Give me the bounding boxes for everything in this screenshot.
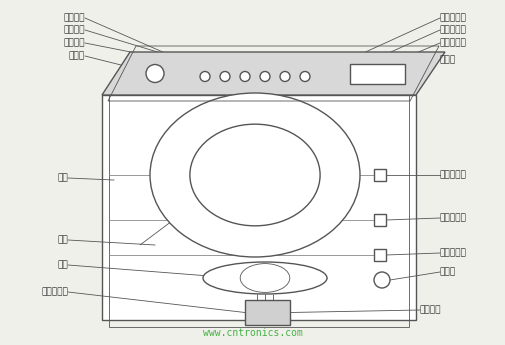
Text: www.cntronics.com: www.cntronics.com xyxy=(203,328,302,338)
Text: 中水位开关: 中水位开关 xyxy=(439,214,466,223)
Text: 排水按钮: 排水按钮 xyxy=(63,26,85,34)
Bar xyxy=(244,300,289,325)
Ellipse shape xyxy=(240,264,289,293)
Bar xyxy=(373,169,385,181)
Circle shape xyxy=(220,71,230,81)
Text: 中水位按钮: 中水位按钮 xyxy=(439,26,466,34)
Text: 洗涤电机: 洗涤电机 xyxy=(419,306,441,315)
Ellipse shape xyxy=(149,93,359,257)
Polygon shape xyxy=(102,95,415,320)
Text: 低水位按钮: 低水位按钮 xyxy=(439,39,466,48)
Polygon shape xyxy=(102,52,444,95)
Text: 排水口: 排水口 xyxy=(439,267,455,276)
Circle shape xyxy=(299,71,310,81)
Bar xyxy=(349,63,404,83)
Text: 外桶: 外桶 xyxy=(57,236,68,245)
Ellipse shape xyxy=(203,262,326,294)
Text: 进水口: 进水口 xyxy=(69,51,85,60)
Text: 电磁离合器: 电磁离合器 xyxy=(41,287,68,296)
Text: 停止按钮: 停止按钮 xyxy=(63,13,85,22)
Circle shape xyxy=(239,71,249,81)
Bar xyxy=(373,249,385,261)
Circle shape xyxy=(373,272,389,288)
Circle shape xyxy=(146,65,164,82)
Circle shape xyxy=(199,71,210,81)
Text: 高水位开关: 高水位开关 xyxy=(439,170,466,179)
Text: 启动按钮: 启动按钮 xyxy=(63,39,85,48)
Text: 高水位按钮: 高水位按钮 xyxy=(439,13,466,22)
Circle shape xyxy=(279,71,289,81)
Text: 内桶: 内桶 xyxy=(57,174,68,183)
Bar xyxy=(373,214,385,226)
Text: 显示器: 显示器 xyxy=(439,56,455,65)
Circle shape xyxy=(260,71,270,81)
Ellipse shape xyxy=(189,124,320,226)
Text: 拨盘: 拨盘 xyxy=(57,260,68,269)
Text: 低水位开关: 低水位开关 xyxy=(439,248,466,257)
